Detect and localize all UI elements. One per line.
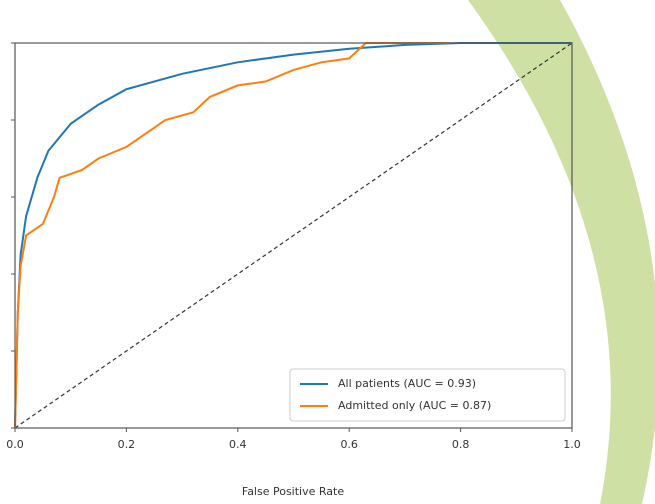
legend-label: All patients (AUC = 0.93) [338, 377, 476, 390]
x-tick-label: 0.2 [118, 438, 136, 451]
x-tick-label: 0.6 [340, 438, 358, 451]
x-axis-label: False Positive Rate [242, 485, 344, 498]
plot [14, 42, 572, 429]
x-tick-label: 1.0 [563, 438, 581, 451]
plot-frame [14, 42, 573, 429]
roc-curve [14, 42, 572, 429]
x-tick-label: 0.4 [229, 438, 247, 451]
roc-curve [14, 42, 450, 429]
legend-box [289, 368, 566, 422]
chance-line [14, 42, 573, 429]
x-tick-label: 0.0 [6, 438, 24, 451]
background-arc [468, 0, 655, 504]
legend-label: Admitted only (AUC = 0.87) [338, 399, 491, 412]
x-tick-label: 0.8 [452, 438, 470, 451]
